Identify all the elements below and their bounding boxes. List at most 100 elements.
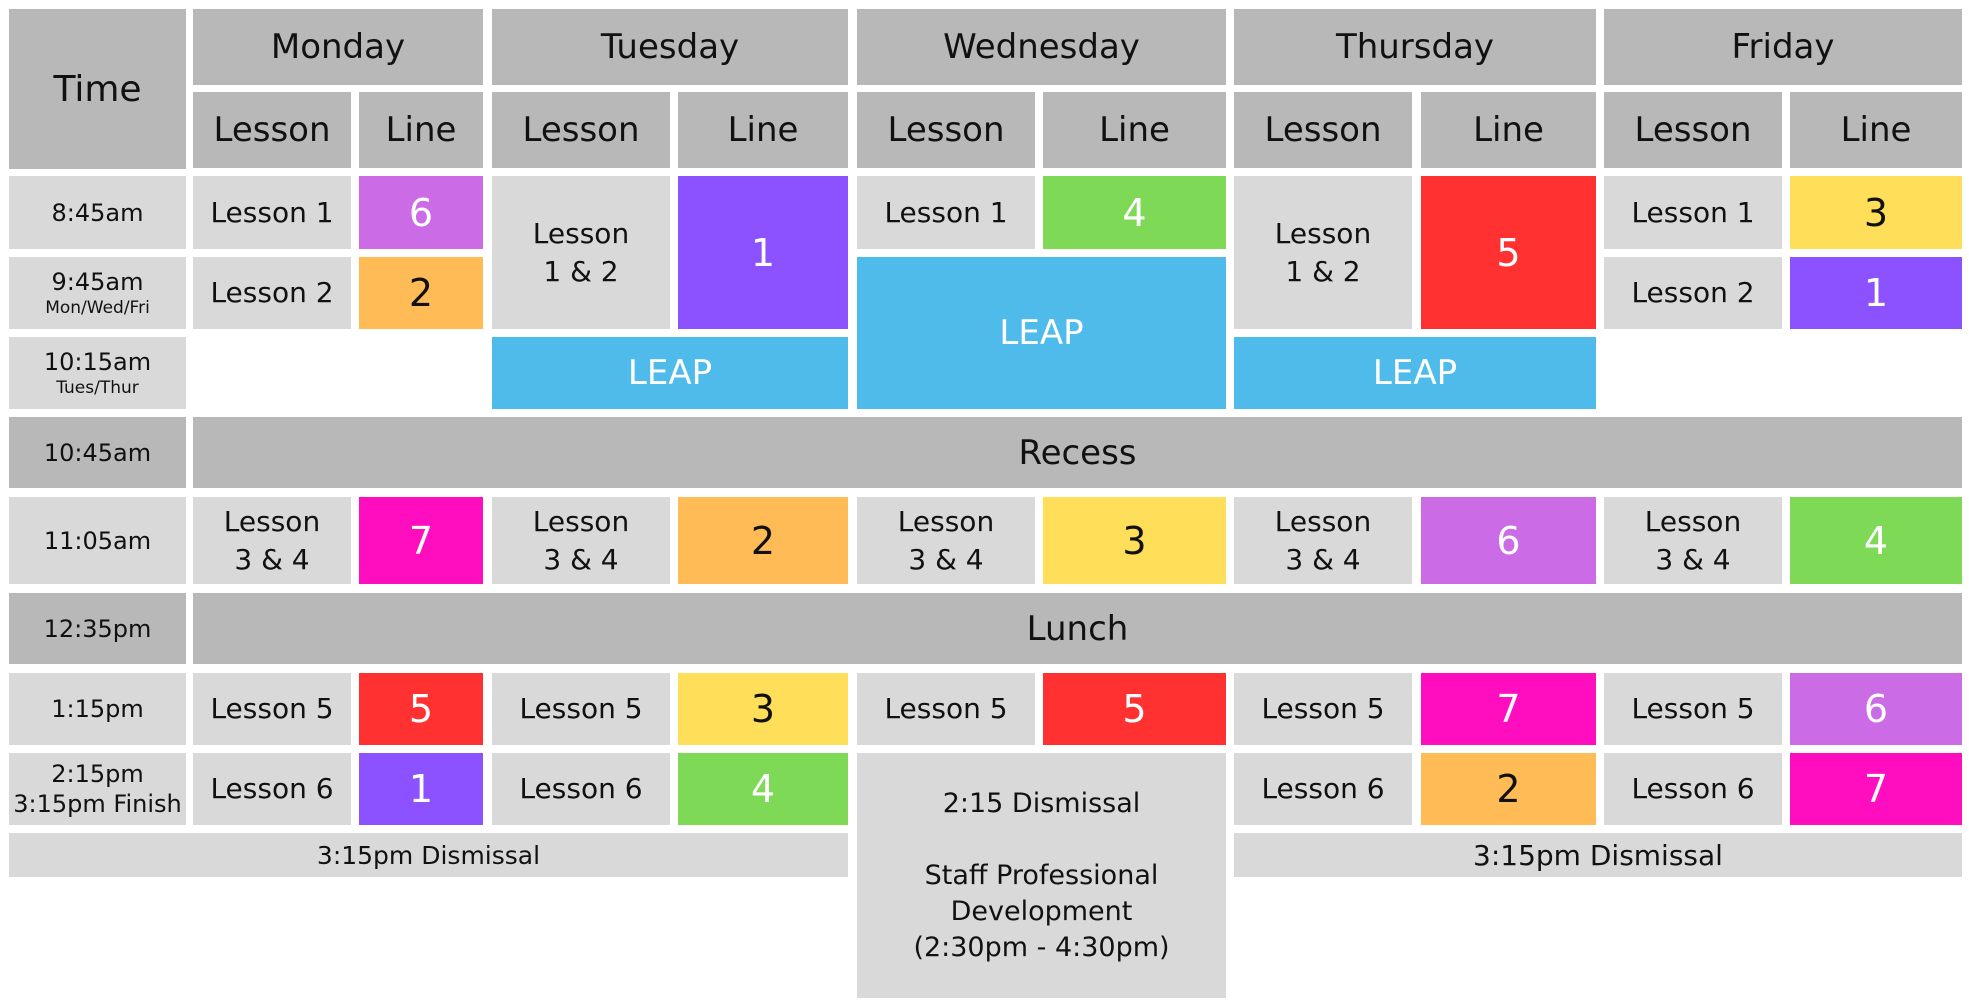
mon-lesson-6: Lesson 6	[193, 753, 351, 825]
mon-line-34: 7	[359, 497, 483, 584]
fri-lesson-5: Lesson 5	[1604, 673, 1782, 745]
wed-lesson-header: Lesson	[857, 92, 1035, 168]
time-cell-6: 12:35pm	[9, 593, 186, 664]
wed-line-34: 3	[1043, 497, 1226, 584]
lesson-label: 3 & 4	[1655, 542, 1731, 576]
thu-line-6: 2	[1421, 753, 1596, 825]
day-header-thursday: Thursday	[1234, 9, 1596, 85]
thu-lesson-6: Lesson 6	[1234, 753, 1412, 825]
time-cell-2: 9:45am Mon/Wed/Fri	[9, 257, 186, 329]
lesson-label: Lesson	[1644, 504, 1742, 538]
thu-lesson-34: Lesson 3 & 4	[1234, 497, 1412, 584]
lesson-label: Lesson	[223, 504, 321, 538]
lesson-label: 1 & 2	[1285, 254, 1361, 288]
staff-pd-text: Staff Professional	[924, 859, 1159, 891]
lunch-band: Lunch	[193, 593, 1962, 664]
thu-lesson-header: Lesson	[1234, 92, 1412, 168]
fri-line-6: 7	[1790, 753, 1962, 825]
mon-lesson-34: Lesson 3 & 4	[193, 497, 351, 584]
time-label: 10:15am	[43, 348, 152, 376]
tue-lesson-6: Lesson 6	[492, 753, 670, 825]
lesson-label: Lesson	[532, 216, 630, 250]
mon-lesson-5: Lesson 5	[193, 673, 351, 745]
fri-line-2: 1	[1790, 257, 1962, 329]
mon-line-6: 1	[359, 753, 483, 825]
day-header-wednesday: Wednesday	[857, 9, 1226, 85]
wed-lesson-5: Lesson 5	[857, 673, 1035, 745]
mon-line-5: 5	[359, 673, 483, 745]
thu-line-header: Line	[1421, 92, 1596, 168]
tue-lesson-12: Lesson 1 & 2	[492, 176, 670, 329]
wed-lesson-1: Lesson 1	[857, 176, 1035, 249]
lesson-label: Lesson	[1274, 216, 1372, 250]
day-header-friday: Friday	[1604, 9, 1962, 85]
staff-pd-text: Development	[950, 895, 1133, 927]
time-label: 11:05am	[43, 526, 152, 555]
time-header: Time	[9, 9, 186, 169]
mon-line-2: 2	[359, 257, 483, 329]
time-cell-8: 2:15pm 3:15pm Finish	[9, 753, 186, 825]
time-cell-7: 1:15pm	[9, 673, 186, 745]
wed-lesson-34: Lesson 3 & 4	[857, 497, 1035, 584]
tue-lesson-5: Lesson 5	[492, 673, 670, 745]
dismissal-bar-mon-tue: 3:15pm Dismissal	[9, 833, 848, 877]
time-note: Mon/Wed/Fri	[45, 298, 150, 318]
thu-leap-block: LEAP	[1234, 337, 1596, 409]
lesson-label: Lesson	[1274, 504, 1372, 538]
time-cell-4: 10:45am	[9, 417, 186, 488]
wed-line-1: 4	[1043, 176, 1226, 249]
time-cell-1: 8:45am	[9, 176, 186, 249]
time-label: 8:45am	[51, 198, 144, 227]
tue-line-12: 1	[678, 176, 848, 329]
thu-line-5: 7	[1421, 673, 1596, 745]
time-cell-3: 10:15am Tues/Thur	[9, 337, 186, 409]
recess-band: Recess	[193, 417, 1962, 488]
dismissal-bar-thu-fri: 3:15pm Dismissal	[1234, 833, 1962, 877]
fri-line-34: 4	[1790, 497, 1962, 584]
tue-line-6: 4	[678, 753, 848, 825]
wed-line-header: Line	[1043, 92, 1226, 168]
thu-lesson-12: Lesson 1 & 2	[1234, 176, 1412, 329]
tue-lesson-header: Lesson	[492, 92, 670, 168]
time-label: 9:45am	[51, 268, 144, 296]
time-label: 1:15pm	[51, 695, 144, 723]
time-note: Tues/Thur	[56, 378, 139, 398]
wed-leap-block: LEAP	[857, 257, 1226, 409]
fri-line-header: Line	[1790, 92, 1962, 168]
day-header-monday: Monday	[193, 9, 483, 85]
mon-lesson-2: Lesson 2	[193, 257, 351, 329]
staff-pd-time: (2:30pm - 4:30pm)	[913, 931, 1170, 963]
mon-line-header: Line	[359, 92, 483, 168]
time-label: 2:15pm	[51, 760, 144, 788]
time-label: 10:45am	[43, 438, 152, 467]
wed-dismissal-block: 2:15 Dismissal Staff Professional Develo…	[857, 753, 1226, 998]
tue-lesson-34: Lesson 3 & 4	[492, 497, 670, 584]
fri-line-5: 6	[1790, 673, 1962, 745]
fri-lesson-1: Lesson 1	[1604, 176, 1782, 249]
fri-lesson-6: Lesson 6	[1604, 753, 1782, 825]
fri-lesson-34: Lesson 3 & 4	[1604, 497, 1782, 584]
mon-lesson-1: Lesson 1	[193, 176, 351, 249]
fri-lesson-2: Lesson 2	[1604, 257, 1782, 329]
lesson-label: 3 & 4	[1285, 542, 1361, 576]
lesson-label: Lesson	[532, 504, 630, 538]
day-header-tuesday: Tuesday	[492, 9, 848, 85]
tue-line-5: 3	[678, 673, 848, 745]
mon-lesson-header: Lesson	[193, 92, 351, 168]
thu-lesson-5: Lesson 5	[1234, 673, 1412, 745]
time-label: 3:15pm Finish	[13, 790, 182, 818]
thu-line-12: 5	[1421, 176, 1596, 329]
lesson-label: 3 & 4	[908, 542, 984, 576]
lesson-label: 3 & 4	[234, 542, 310, 576]
time-cell-5: 11:05am	[9, 497, 186, 584]
tue-leap-block: LEAP	[492, 337, 848, 409]
tue-line-header: Line	[678, 92, 848, 168]
lesson-label: 1 & 2	[543, 254, 619, 288]
lesson-label: Lesson	[897, 504, 995, 538]
fri-lesson-header: Lesson	[1604, 92, 1782, 168]
time-label: 12:35pm	[43, 614, 152, 643]
wed-line-5: 5	[1043, 673, 1226, 745]
wed-dismissal-text: 2:15 Dismissal	[942, 787, 1141, 819]
tue-line-34: 2	[678, 497, 848, 584]
thu-line-34: 6	[1421, 497, 1596, 584]
